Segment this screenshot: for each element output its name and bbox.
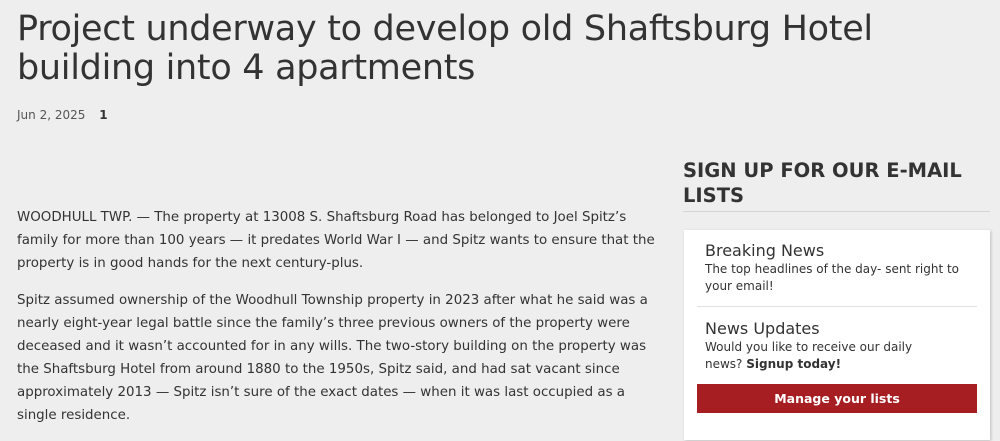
newsletter-card: Breaking News The top headlines of the d… [684, 230, 990, 440]
comment-count-link[interactable]: 1 [99, 108, 108, 122]
newsletter-item-desc: Would you like to receive our daily news… [705, 339, 915, 373]
newsletter-item-news-updates: News Updates Would you like to receive o… [705, 319, 915, 373]
newsletter-item-breaking-news: Breaking News The top headlines of the d… [705, 241, 975, 295]
newsletter-item-desc-text: Would you like to receive our daily news… [705, 340, 913, 371]
manage-lists-button[interactable]: Manage your lists [697, 384, 977, 413]
divider [683, 211, 990, 212]
newsletter-item-title: Breaking News [705, 241, 825, 260]
article-paragraph: Spitz assumed ownership of the Woodhull … [17, 293, 648, 423]
article-title: Project underway to develop old Shaftsbu… [17, 9, 873, 88]
article-meta: Jun 2, 2025 1 [17, 108, 108, 122]
newsletter-item-title: News Updates [705, 319, 820, 338]
article-body: WOODHULL TWP. — The property at 13008 S.… [17, 206, 667, 441]
signup-link[interactable]: Signup today! [746, 357, 842, 371]
newsletter-item-desc: The top headlines of the day- sent right… [705, 262, 960, 293]
newsletter-heading: SIGN UP FOR OUR E-MAIL LISTS [683, 159, 962, 207]
article-paragraph: WOODHULL TWP. — The property at 13008 S.… [17, 210, 655, 271]
divider [697, 306, 977, 307]
article-date: Jun 2, 2025 [17, 108, 86, 122]
